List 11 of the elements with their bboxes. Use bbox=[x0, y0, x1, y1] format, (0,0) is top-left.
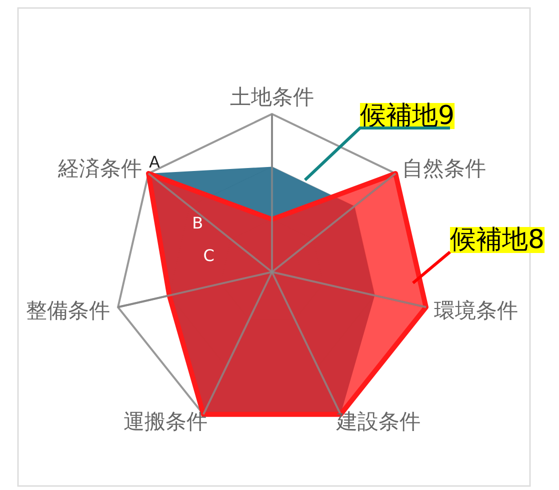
y-tick-label: C bbox=[203, 246, 214, 266]
spoke-label: 土地条件 bbox=[230, 85, 314, 109]
y-tick-label: B bbox=[192, 213, 204, 232]
spoke-label: 環境条件 bbox=[434, 298, 518, 322]
spoke-label: 経済条件 bbox=[57, 156, 142, 180]
spoke-label: 自然条件 bbox=[402, 156, 486, 180]
y-tick-label: A bbox=[148, 152, 160, 172]
spoke-label: 建設条件 bbox=[336, 409, 421, 434]
spoke-label: 整備条件 bbox=[26, 298, 110, 322]
spoke-label: 運搬条件 bbox=[123, 409, 208, 434]
series-label: 候補地8 bbox=[450, 225, 545, 255]
